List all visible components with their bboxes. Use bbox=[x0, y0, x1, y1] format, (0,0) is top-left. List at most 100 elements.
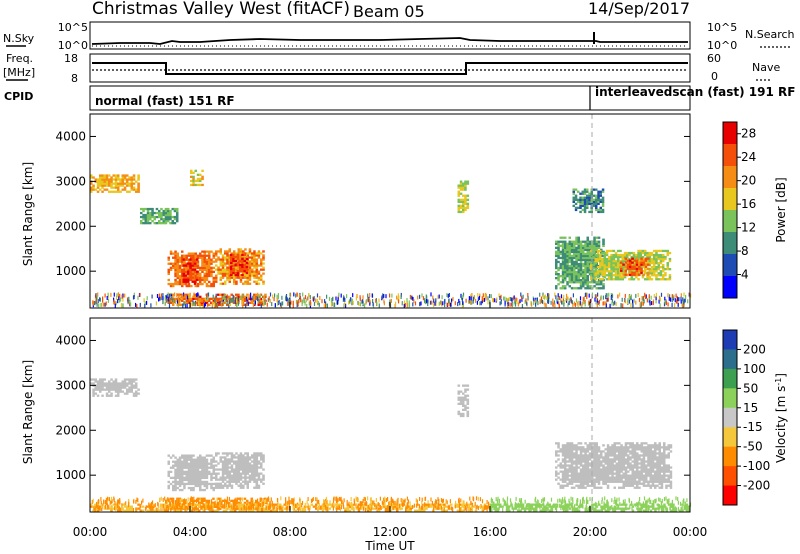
heatmap-cell bbox=[559, 264, 562, 268]
heatmap-cell bbox=[123, 382, 127, 385]
heatmap-cell bbox=[466, 394, 470, 397]
heatmap-cell bbox=[566, 256, 569, 260]
heatmap-cell bbox=[566, 450, 569, 453]
heatmap-cell bbox=[181, 284, 184, 288]
heatmap-cell bbox=[176, 211, 179, 215]
heatmap-cell bbox=[566, 468, 569, 471]
heatmap-cell bbox=[234, 271, 237, 275]
heatmap-cell bbox=[574, 202, 578, 205]
heatmap-cell bbox=[194, 272, 197, 275]
heatmap-cell bbox=[183, 293, 186, 296]
heatmap-cell bbox=[593, 478, 596, 481]
heatmap-cell bbox=[614, 300, 616, 305]
heatmap-cell bbox=[355, 296, 357, 301]
heatmap-cell bbox=[346, 505, 349, 508]
heatmap-cell bbox=[259, 299, 263, 302]
heatmap-cell bbox=[582, 454, 585, 457]
heatmap-cell bbox=[408, 300, 410, 305]
freq-tick-top: 18 bbox=[64, 52, 78, 65]
heatmap-cell bbox=[117, 390, 120, 393]
heatmap-cell bbox=[226, 260, 229, 263]
heatmap-cell bbox=[577, 277, 580, 280]
heatmap-cell bbox=[164, 507, 167, 510]
heatmap-cell bbox=[462, 300, 464, 305]
heatmap-cell bbox=[575, 260, 578, 264]
heatmap-cell bbox=[212, 294, 214, 299]
heatmap-cell bbox=[629, 295, 631, 300]
heatmap-cell bbox=[241, 261, 244, 264]
heatmap-cell bbox=[210, 297, 213, 300]
heatmap-cell bbox=[613, 301, 615, 306]
heatmap-cell bbox=[185, 476, 188, 479]
heatmap-cell bbox=[547, 299, 549, 304]
heatmap-cell bbox=[176, 218, 179, 221]
heatmap-cell bbox=[233, 454, 236, 457]
heatmap-cell bbox=[568, 446, 571, 449]
heatmap-cell bbox=[444, 299, 446, 304]
heatmap-cell bbox=[183, 262, 186, 265]
heatmap-cell bbox=[622, 456, 625, 459]
heatmap-cell bbox=[561, 262, 565, 266]
heatmap-cell bbox=[618, 480, 621, 483]
heatmap-cell bbox=[251, 252, 254, 255]
heatmap-cell bbox=[114, 505, 118, 508]
heatmap-cell bbox=[203, 456, 206, 459]
heatmap-cell bbox=[210, 301, 213, 304]
heatmap-cell bbox=[586, 236, 589, 239]
heatmap-cell bbox=[216, 497, 220, 500]
heatmap-cell bbox=[104, 293, 106, 298]
heatmap-cell bbox=[296, 303, 298, 308]
heatmap-cell bbox=[606, 458, 610, 461]
heatmap-cell bbox=[242, 472, 245, 475]
heatmap-cell bbox=[187, 301, 191, 304]
heatmap-cell bbox=[260, 260, 263, 263]
heatmap-cell bbox=[564, 260, 567, 264]
heatmap-cell bbox=[135, 180, 138, 183]
heatmap-cell bbox=[217, 256, 220, 259]
heatmap-cell bbox=[130, 184, 133, 187]
heatmap-cell bbox=[99, 176, 102, 179]
heatmap-cell bbox=[438, 301, 440, 306]
heatmap-cell bbox=[630, 270, 633, 273]
heatmap-cell bbox=[217, 482, 220, 485]
heatmap-cell bbox=[114, 380, 118, 383]
heatmap-cell bbox=[608, 274, 611, 277]
heatmap-cell bbox=[457, 208, 461, 212]
heatmap-cell bbox=[313, 302, 316, 306]
heatmap-cell bbox=[105, 301, 107, 306]
heatmap-cell bbox=[267, 297, 269, 302]
heatmap-cell bbox=[593, 246, 596, 249]
heatmap-cell bbox=[575, 277, 578, 280]
heatmap-cell bbox=[427, 302, 429, 307]
heatmap-cell bbox=[268, 296, 270, 301]
heatmap-cell bbox=[642, 297, 644, 302]
heatmap-cell bbox=[515, 297, 517, 302]
heatmap-cell bbox=[359, 297, 361, 302]
heatmap-cell bbox=[255, 466, 259, 469]
heatmap-cell bbox=[662, 249, 665, 253]
heatmap-cell bbox=[205, 250, 209, 253]
heatmap-cell bbox=[334, 302, 336, 307]
heatmap-cell bbox=[662, 278, 665, 281]
heatmap-cell bbox=[559, 484, 562, 487]
heatmap-cell bbox=[639, 301, 641, 306]
heatmap-cell bbox=[199, 173, 202, 176]
heatmap-cell bbox=[623, 253, 627, 257]
heatmap-cell bbox=[614, 268, 618, 271]
heatmap-cell bbox=[429, 300, 432, 305]
heatmap-cell bbox=[630, 276, 633, 279]
heatmap-cell bbox=[262, 280, 265, 283]
y-tick-label: 4000 bbox=[55, 129, 86, 143]
heatmap-cell bbox=[586, 198, 589, 201]
heatmap-cell bbox=[568, 279, 571, 282]
heatmap-cell bbox=[343, 296, 345, 301]
heatmap-cell bbox=[176, 464, 179, 467]
heatmap-cell bbox=[168, 303, 171, 308]
heatmap-cell bbox=[199, 274, 202, 278]
heatmap-cell bbox=[601, 202, 605, 205]
heatmap-cell bbox=[596, 298, 598, 303]
heatmap-cell bbox=[96, 394, 100, 397]
heatmap-cell bbox=[181, 272, 184, 275]
heatmap-cell bbox=[579, 458, 583, 461]
heatmap-cell bbox=[584, 478, 587, 481]
